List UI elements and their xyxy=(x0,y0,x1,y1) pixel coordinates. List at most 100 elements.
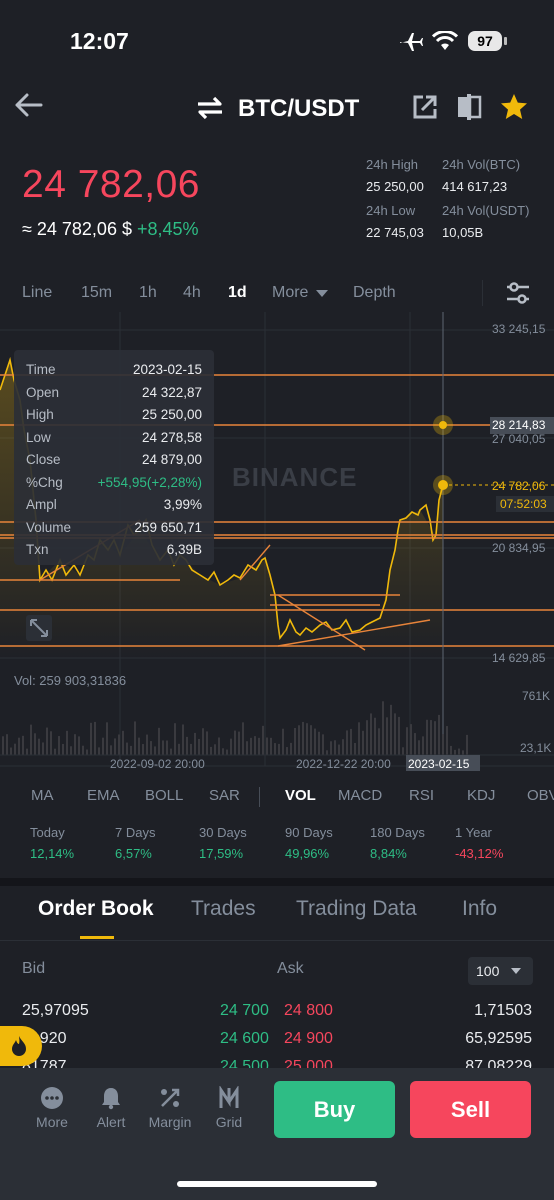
volume-bar xyxy=(298,725,300,755)
perf-value: 8,84% xyxy=(370,846,407,861)
battery-indicator: 97 xyxy=(468,31,502,51)
fire-float-button[interactable] xyxy=(0,1026,42,1066)
tooltip-label: Close xyxy=(26,452,61,467)
interval-divider xyxy=(482,280,483,306)
interval-4h[interactable]: 4h xyxy=(183,284,201,301)
volume-bar xyxy=(262,725,264,755)
indicator-rsi[interactable]: RSI xyxy=(409,787,435,804)
countdown-box xyxy=(496,496,554,512)
bottom-alert-label: Alert xyxy=(96,1114,126,1130)
volume-bar xyxy=(310,725,312,755)
back-arrow-icon[interactable] xyxy=(14,92,44,118)
volume-bar xyxy=(438,714,440,755)
volume-bar xyxy=(38,738,40,755)
bottom-grid[interactable]: Grid xyxy=(199,1086,259,1130)
tooltip-label: Low xyxy=(26,429,51,445)
swap-icon[interactable] xyxy=(196,96,224,120)
tab-order-book[interactable]: Order Book xyxy=(38,897,154,920)
tooltip-row: Time 2023-02-15 xyxy=(26,362,202,377)
volume-bar xyxy=(206,731,208,755)
volume-bar xyxy=(226,749,228,755)
volume-bar xyxy=(278,743,280,755)
interval-depth[interactable]: Depth xyxy=(353,284,396,301)
bottom-margin-label: Margin xyxy=(148,1114,192,1130)
interval-line[interactable]: Line xyxy=(22,284,53,301)
volume-bar xyxy=(154,746,156,755)
fire-icon xyxy=(12,1036,26,1056)
orderbook-ask: 24 800 xyxy=(284,1002,333,1019)
price-area xyxy=(0,360,443,660)
perf-label: 180 Days xyxy=(370,825,425,840)
interval-15m[interactable]: 15m xyxy=(81,284,113,301)
tab-trades[interactable]: Trades xyxy=(191,897,256,920)
interval-more[interactable]: More xyxy=(272,284,309,301)
indicator-ema[interactable]: EMA xyxy=(87,787,120,804)
volume-bar xyxy=(170,748,172,755)
chart-settings-icon[interactable] xyxy=(505,281,531,305)
volume-bar xyxy=(162,740,164,755)
volume-bar xyxy=(122,730,124,755)
share-icon[interactable] xyxy=(412,94,438,120)
expand-icon xyxy=(26,615,52,641)
volume-bar xyxy=(382,701,384,755)
orderbook-bid-qty: 25,97095 xyxy=(22,1002,89,1019)
indicator-sar[interactable]: SAR xyxy=(209,787,240,804)
perf-value: -43,12% xyxy=(455,846,504,861)
volume-label: Vol: 259 903,31836 xyxy=(14,673,127,688)
trading-pair-title[interactable]: BTC/USDT xyxy=(238,95,360,122)
ask-header: Ask xyxy=(277,960,304,977)
orderbook-tabs: Order Book Trades Trading Data Info xyxy=(0,890,554,945)
volume-bar xyxy=(150,741,152,755)
orderbook-row[interactable]: 31920 24 600 24 900 65,92595 xyxy=(0,1030,554,1058)
tooltip-row: Txn 6,39B xyxy=(26,542,202,557)
orderbook-row[interactable]: 25,97095 24 700 24 800 1,71503 xyxy=(0,1002,554,1030)
sell-button[interactable]: Sell xyxy=(410,1081,531,1138)
tooltip-row: Low 24 278,58 xyxy=(26,430,202,445)
indicator-macd[interactable]: MACD xyxy=(338,787,383,804)
volume-bar xyxy=(190,743,192,755)
bottom-margin[interactable]: Margin xyxy=(140,1086,200,1130)
volume-bar xyxy=(222,748,224,755)
indicator-ma[interactable]: MA xyxy=(31,787,54,804)
buy-button[interactable]: Buy xyxy=(274,1081,395,1138)
perf-label: 1 Year xyxy=(455,825,492,840)
volume-bar xyxy=(410,724,412,755)
compare-icon[interactable] xyxy=(456,93,482,121)
bottom-more[interactable]: More xyxy=(22,1086,82,1130)
volume-bar xyxy=(306,723,308,755)
indicator-vol[interactable]: VOL xyxy=(285,787,316,804)
volume-bar xyxy=(454,749,456,755)
volume-bar xyxy=(430,720,432,755)
high-value: 25 250,00 xyxy=(366,179,424,194)
depth-selector[interactable]: 100 xyxy=(468,957,533,985)
volume-bar xyxy=(82,745,84,755)
volume-bar xyxy=(286,747,288,755)
indicator-obv[interactable]: OBV xyxy=(527,787,554,804)
star-icon[interactable] xyxy=(500,93,528,121)
price-change-percent: +8,45% xyxy=(136,219,199,239)
indicator-kdj[interactable]: KDJ xyxy=(467,787,496,804)
volume-bar xyxy=(330,741,332,755)
volume-bar xyxy=(50,731,52,755)
volume-bar xyxy=(14,743,16,755)
tab-info[interactable]: Info xyxy=(462,897,498,920)
performance-row: Today 12,14% 7 Days 6,57% 30 Days 17,59% 90 Da… xyxy=(0,825,554,870)
perf-value: 17,59% xyxy=(199,846,244,861)
bottom-alert[interactable]: Alert xyxy=(81,1086,141,1130)
volume-bar xyxy=(166,740,168,755)
status-time: 12:07 xyxy=(70,28,129,54)
tooltip-row: Open 24 322,87 xyxy=(26,385,202,400)
tab-trading-data[interactable]: Trading Data xyxy=(296,897,417,920)
interval-1d[interactable]: 1d xyxy=(228,284,247,301)
indicator-boll[interactable]: BOLL xyxy=(145,787,184,804)
low-value: 22 745,03 xyxy=(366,225,424,240)
chevron-down-icon[interactable] xyxy=(315,289,329,298)
volume-bar xyxy=(274,743,276,755)
tooltip-label: Txn xyxy=(26,542,49,557)
vol-usdt-label: 24h Vol(USDT) xyxy=(442,203,530,218)
low-label: 24h Low xyxy=(366,203,416,218)
volume-bar xyxy=(246,741,248,755)
volume-bar xyxy=(374,717,376,755)
interval-1h[interactable]: 1h xyxy=(139,284,157,301)
vol-axis-bottom: 23,1K xyxy=(520,741,552,755)
